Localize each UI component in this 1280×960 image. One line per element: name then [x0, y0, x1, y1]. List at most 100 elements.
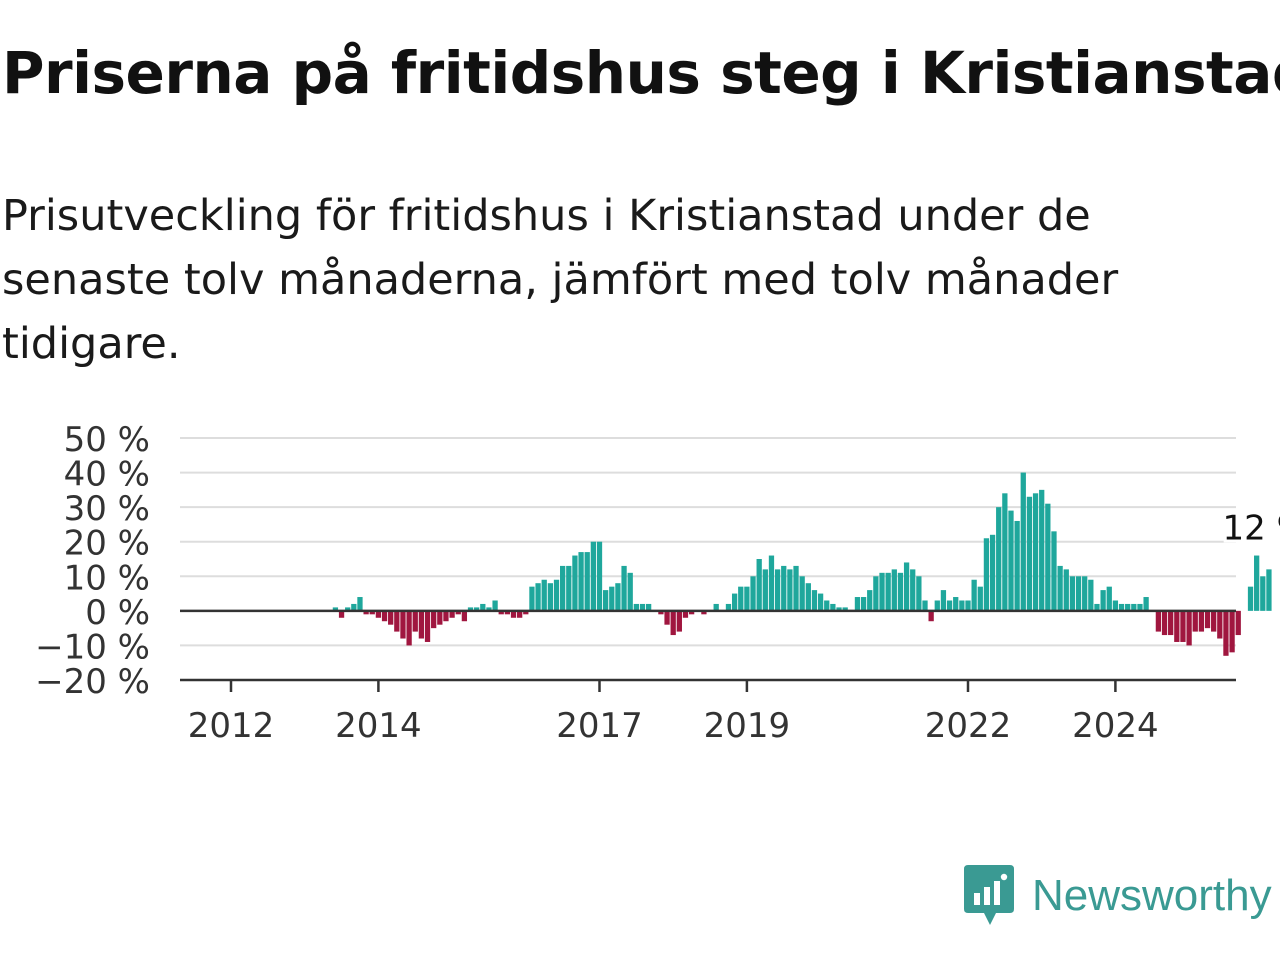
bar — [750, 576, 756, 611]
bar — [922, 600, 928, 611]
bar — [424, 610, 431, 642]
bar — [713, 603, 719, 611]
bar — [553, 579, 560, 611]
bar — [1223, 610, 1229, 656]
bar — [1039, 489, 1045, 611]
bar — [928, 610, 934, 622]
bar — [332, 607, 339, 611]
bar — [486, 607, 492, 611]
bar — [1174, 610, 1180, 642]
bar — [578, 552, 584, 611]
y-tick-label: 10 % — [64, 558, 150, 598]
bar — [560, 565, 566, 611]
bar — [492, 600, 498, 611]
bar — [885, 572, 891, 611]
bar — [1032, 493, 1039, 611]
bar — [381, 610, 388, 622]
bar — [965, 600, 971, 611]
bar — [1008, 510, 1014, 611]
bar — [1014, 520, 1020, 611]
bar — [701, 610, 707, 615]
bar — [934, 600, 940, 611]
bar — [817, 593, 824, 611]
bar — [910, 569, 916, 611]
bar — [664, 610, 670, 625]
bar — [940, 590, 947, 611]
bar — [768, 555, 775, 611]
x-tick-label: 2022 — [925, 706, 1012, 746]
bar — [787, 569, 793, 611]
bar — [774, 569, 781, 611]
bar — [897, 572, 904, 611]
bar — [609, 586, 615, 611]
bar — [725, 603, 732, 611]
bar — [627, 572, 633, 611]
bar — [1247, 586, 1254, 611]
bar — [762, 569, 768, 611]
bar — [1075, 576, 1082, 611]
bar — [1235, 610, 1241, 636]
bar — [1180, 610, 1186, 642]
bar — [394, 610, 400, 632]
bar — [621, 565, 627, 611]
bar — [461, 610, 468, 622]
y-tick-label: 50 % — [64, 420, 150, 460]
bar — [983, 538, 990, 611]
bar — [1082, 576, 1088, 611]
x-tick-label: 2024 — [1072, 706, 1159, 746]
bar — [1069, 576, 1076, 611]
bar — [639, 603, 646, 611]
bar — [1186, 610, 1192, 646]
bar — [547, 583, 554, 611]
bar — [1161, 610, 1168, 636]
x-tick-label: 2012 — [188, 706, 275, 746]
y-tick-label: 40 % — [64, 455, 150, 495]
bar — [584, 552, 590, 611]
price-change-bar-chart: 50 %40 %30 %20 %10 %0 %−10 %−20 % 2012 201… — [35, 420, 1280, 746]
bar — [688, 610, 695, 615]
bar — [633, 603, 639, 611]
bar — [357, 597, 363, 611]
bar — [517, 610, 523, 618]
bar — [873, 576, 879, 611]
bar — [1094, 603, 1100, 611]
bar — [811, 590, 818, 611]
bar — [670, 610, 676, 636]
bar — [1026, 496, 1033, 611]
bar — [1057, 565, 1063, 611]
bar — [989, 534, 996, 611]
bar — [854, 597, 861, 611]
bar — [1137, 603, 1143, 611]
bar — [977, 586, 983, 611]
bar — [799, 576, 805, 611]
bar — [504, 610, 511, 615]
bar — [756, 559, 762, 611]
x-tick-label: 2019 — [704, 706, 791, 746]
bar — [1088, 579, 1094, 611]
page-title: Priserna på fritidshus steg i Kristianst… — [2, 39, 1280, 107]
bar — [406, 610, 412, 646]
bar — [443, 610, 449, 622]
bar — [916, 576, 922, 611]
bar — [731, 593, 738, 611]
bar — [1051, 531, 1057, 611]
bar — [1229, 610, 1235, 653]
bar — [369, 610, 375, 615]
bar — [412, 610, 418, 632]
x-tick-label: 2017 — [556, 706, 643, 746]
bar — [1002, 493, 1008, 611]
bar — [891, 569, 897, 611]
bar — [1131, 603, 1137, 611]
y-tick-label: −20 % — [35, 662, 150, 702]
bar — [418, 610, 425, 639]
bar — [658, 610, 664, 615]
bar — [959, 600, 965, 611]
bar — [1125, 603, 1131, 611]
y-tick-label: 0 % — [85, 593, 150, 633]
bar — [1143, 597, 1149, 611]
bar — [1106, 586, 1112, 611]
bar — [1198, 610, 1205, 632]
brand-name: Newsworthy — [1032, 871, 1272, 920]
bar — [467, 607, 474, 611]
bar — [566, 565, 572, 611]
